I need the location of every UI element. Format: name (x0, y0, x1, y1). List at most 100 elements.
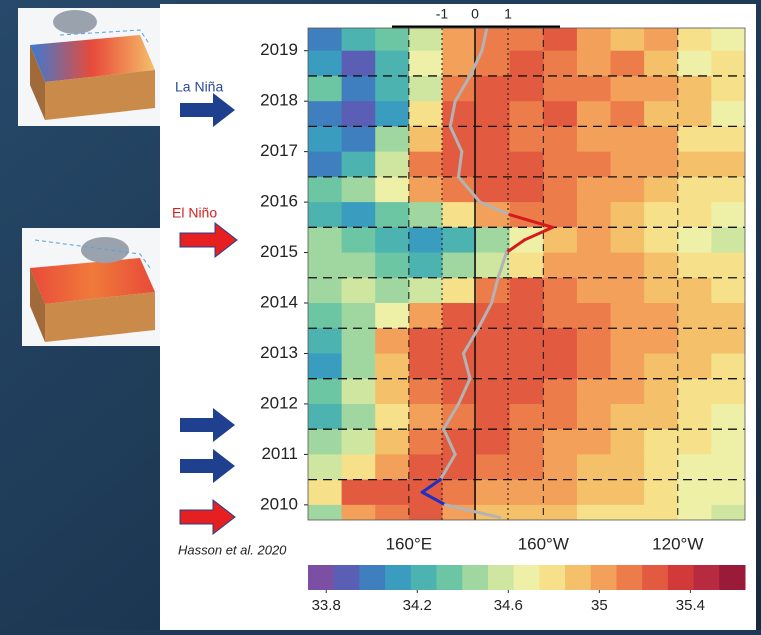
heatmap-cell (342, 278, 376, 304)
heatmap-cell (577, 152, 611, 178)
heatmap-cell (510, 25, 544, 51)
heatmap-cell (611, 101, 645, 127)
heatmap-cell (543, 480, 577, 506)
heatmap-cell (510, 177, 544, 203)
heatmap-cell (308, 51, 342, 77)
colorbar-swatch (591, 565, 617, 590)
colorbar-tick-label: 34.2 (403, 597, 432, 614)
heatmap-cell (342, 101, 376, 127)
heatmap-cell (644, 253, 678, 279)
heatmap-cell (510, 303, 544, 329)
heatmap-cell (678, 328, 712, 354)
heatmap-cell (476, 126, 510, 152)
heatmap-cell (409, 227, 443, 253)
heatmap-cell (543, 202, 577, 228)
heatmap-cell (678, 454, 712, 480)
heatmap-cell (409, 353, 443, 379)
heatmap-cell (543, 227, 577, 253)
heatmap-cell (543, 126, 577, 152)
heatmap-cell (510, 328, 544, 354)
heatmap-cell (308, 404, 342, 430)
heatmap-cell (611, 126, 645, 152)
heatmap-cell (375, 202, 409, 228)
heatmap-cell (375, 152, 409, 178)
colorbar-swatch (385, 565, 411, 590)
heatmap-cell (711, 303, 745, 329)
heatmap-cell (510, 253, 544, 279)
heatmap-cell (375, 480, 409, 506)
heatmap-cell (342, 152, 376, 178)
heatmap-cell (476, 328, 510, 354)
heatmap-cell (375, 101, 409, 127)
colorbar-tick-label: 35.4 (676, 597, 705, 614)
heatmap-cell (611, 25, 645, 51)
heatmap-cell (611, 177, 645, 203)
heatmap-cell (644, 126, 678, 152)
heatmap-cell (644, 51, 678, 77)
heatmap-cell (342, 177, 376, 203)
heatmap-cell (442, 101, 476, 127)
heatmap-cell (342, 51, 376, 77)
heatmap-cell (375, 76, 409, 102)
heatmap-cell (543, 253, 577, 279)
colorbar-tick-label: 34.6 (494, 597, 523, 614)
heatmap-cell (611, 227, 645, 253)
heatmap-cell (711, 101, 745, 127)
heatmap-cell (375, 278, 409, 304)
colorbar-swatch (437, 565, 463, 590)
colorbar-swatch (719, 565, 745, 590)
heatmap-cell (409, 278, 443, 304)
heatmap-cell (442, 353, 476, 379)
heatmap-cell (543, 353, 577, 379)
heatmap-cell (342, 404, 376, 430)
heatmap-cell (644, 429, 678, 455)
heatmap-cell (409, 202, 443, 228)
colorbar-swatch (616, 565, 642, 590)
heatmap-cell (611, 353, 645, 379)
x-tick-label: 160°E (386, 534, 433, 553)
heatmap-cell (476, 177, 510, 203)
heatmap-cell (442, 429, 476, 455)
heatmap-cell (476, 202, 510, 228)
heatmap-cell (711, 379, 745, 405)
heatmap-cell (510, 454, 544, 480)
heatmap-cell (308, 177, 342, 203)
heatmap-cell (308, 76, 342, 102)
heatmap-cell (678, 480, 712, 506)
heatmap-cell (308, 202, 342, 228)
heatmap-cell (644, 328, 678, 354)
heatmap-cell (577, 253, 611, 279)
heatmap-cell (678, 404, 712, 430)
heatmap-cell (409, 429, 443, 455)
heatmap-cell (644, 379, 678, 405)
heatmap-cell (678, 353, 712, 379)
heatmap-cell (543, 454, 577, 480)
heatmap-cell (711, 429, 745, 455)
heatmap-cell (409, 51, 443, 77)
heatmap-cell (308, 101, 342, 127)
heatmap-cell (678, 101, 712, 127)
heatmap-cell (543, 152, 577, 178)
heatmap-cell (476, 101, 510, 127)
heatmap-cell (577, 379, 611, 405)
heatmap-cell (711, 126, 745, 152)
colorbar-swatch (359, 565, 385, 590)
y-tick-label: 2013 (260, 343, 298, 362)
heatmap-cell (611, 278, 645, 304)
heatmap-cell (375, 177, 409, 203)
heatmap-cell (577, 126, 611, 152)
colorbar-swatch (668, 565, 694, 590)
heatmap-cell (342, 76, 376, 102)
heatmap-cell (678, 202, 712, 228)
heatmap-cell (375, 454, 409, 480)
heatmap-cell (476, 454, 510, 480)
heatmap-cell (543, 51, 577, 77)
heatmap-cell (577, 454, 611, 480)
heatmap-cell (611, 379, 645, 405)
heatmap-cell (409, 328, 443, 354)
heatmap-cell (308, 480, 342, 506)
heatmap-cell (711, 454, 745, 480)
plot-area (308, 25, 746, 530)
heatmap-cell (442, 76, 476, 102)
heatmap-cell (543, 76, 577, 102)
